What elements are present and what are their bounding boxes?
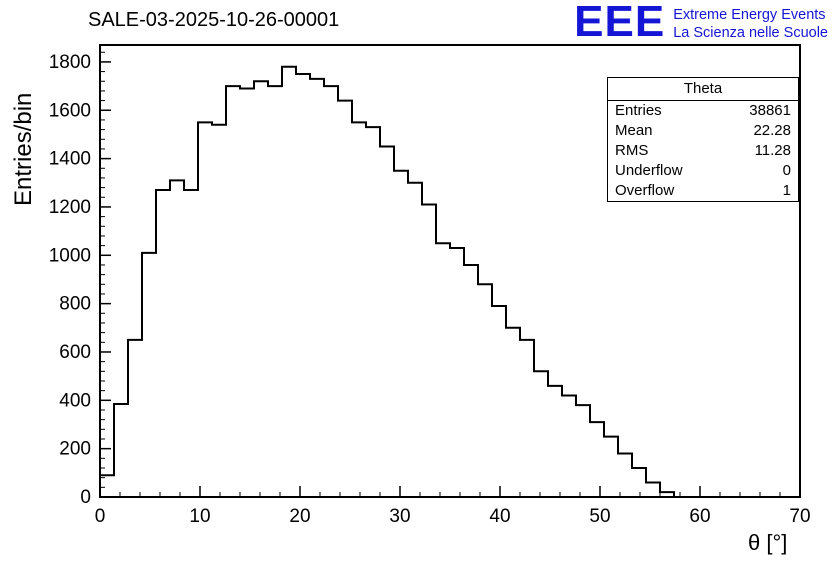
histogram-line <box>99 65 800 498</box>
y-tick-label: 1800 <box>49 52 91 73</box>
stats-value: 1 <box>782 182 791 199</box>
x-tick-label: 10 <box>189 506 210 527</box>
eee-logo: EEE Extreme Energy Events La Scienza nel… <box>574 0 828 46</box>
eee-logo-line1: Extreme Energy Events <box>673 7 826 23</box>
x-tick-label: 40 <box>489 506 510 527</box>
stats-row-underflow: Underflow 0 <box>608 161 798 181</box>
stats-box-title: Theta <box>608 78 798 101</box>
eee-logo-text: Extreme Energy Events La Scienza nelle S… <box>673 3 828 42</box>
stats-value: 0 <box>782 162 791 179</box>
x-tick-label: 20 <box>289 506 310 527</box>
stats-label: Entries <box>615 102 662 119</box>
page-title: SALE-03-2025-10-26-00001 <box>88 9 340 31</box>
stats-row-mean: Mean 22.28 <box>608 121 798 141</box>
stats-value: 22.28 <box>753 122 791 139</box>
stats-label: Underflow <box>615 162 683 179</box>
x-tick-label: 70 <box>789 506 810 527</box>
eee-logo-line2: La Scienza nelle Scuole <box>673 25 828 41</box>
stats-box: Theta Entries 38861 Mean 22.28 RMS 11.28… <box>607 77 799 202</box>
x-tick-label: 50 <box>589 506 610 527</box>
y-tick-label: 1200 <box>49 197 91 218</box>
x-tick-label: 60 <box>689 506 710 527</box>
stats-label: RMS <box>615 142 649 159</box>
stats-label: Mean <box>615 122 653 139</box>
stats-value: 11.28 <box>754 142 791 159</box>
stats-value: 38861 <box>749 102 791 119</box>
plot-frame <box>99 44 801 498</box>
y-tick-label: 800 <box>59 294 91 315</box>
y-tick-label: 1400 <box>49 149 91 170</box>
y-tick-label: 600 <box>59 342 91 363</box>
stats-row-overflow: Overflow 1 <box>608 181 798 201</box>
y-tick-label: 1600 <box>49 100 91 121</box>
y-axis-title: Entries/bin <box>10 92 37 206</box>
y-tick-label: 1000 <box>49 245 91 266</box>
x-axis-title: θ [°] <box>748 530 788 555</box>
y-tick-label: 0 <box>80 487 91 508</box>
stats-row-entries: Entries 38861 <box>608 101 798 121</box>
x-tick-label: 30 <box>389 506 410 527</box>
stats-row-rms: RMS 11.28 <box>608 141 798 161</box>
y-tick-label: 200 <box>59 439 91 460</box>
x-tick-label: 0 <box>95 506 106 527</box>
stats-label: Overflow <box>615 182 675 199</box>
y-tick-label: 400 <box>59 390 91 411</box>
eee-logo-acronym: EEE <box>574 0 666 46</box>
